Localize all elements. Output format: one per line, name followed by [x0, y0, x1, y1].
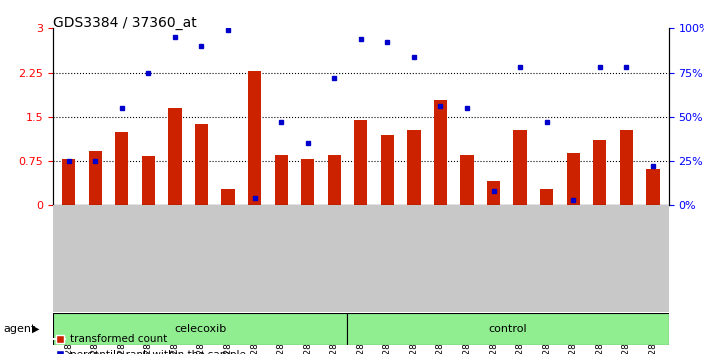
Bar [487, 181, 501, 205]
Bar [221, 189, 234, 205]
Bar [142, 156, 155, 205]
Bar [168, 108, 182, 205]
Bar [62, 159, 75, 205]
Bar [593, 141, 606, 205]
Bar [89, 151, 102, 205]
Bar [513, 130, 527, 205]
Text: celecoxib: celecoxib [174, 324, 226, 334]
Text: control: control [489, 324, 527, 334]
Bar [354, 120, 367, 205]
Text: ▶: ▶ [32, 324, 40, 334]
Bar [381, 135, 394, 205]
Bar [53, 313, 347, 345]
Legend: transformed count, percentile rank within the sample: transformed count, percentile rank withi… [54, 335, 246, 354]
Bar [248, 71, 261, 205]
Bar [646, 169, 660, 205]
Bar [301, 159, 314, 205]
Text: GDS3384 / 37360_at: GDS3384 / 37360_at [53, 16, 196, 30]
Bar [115, 132, 128, 205]
Bar [567, 153, 580, 205]
Bar [408, 130, 420, 205]
Text: agent: agent [4, 324, 36, 334]
Bar [195, 124, 208, 205]
Bar [327, 155, 341, 205]
Bar [347, 313, 669, 345]
Bar [275, 155, 288, 205]
Bar [540, 189, 553, 205]
Bar [460, 155, 474, 205]
Bar [620, 130, 633, 205]
Bar [434, 100, 447, 205]
